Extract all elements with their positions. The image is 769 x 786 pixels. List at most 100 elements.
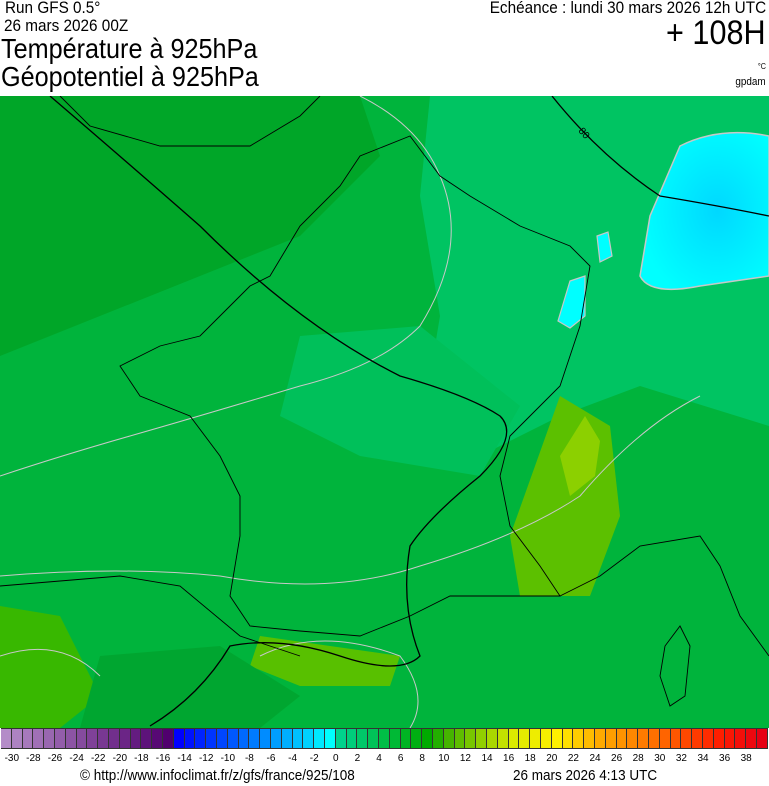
colorbar-cell: [400, 728, 412, 749]
colorbar-tick-label: 12: [459, 753, 471, 764]
colorbar-tick-label: -14: [177, 753, 192, 764]
colorbar-cell: [11, 728, 23, 749]
colorbar-cell: [292, 728, 304, 749]
colorbar-cell: [443, 728, 455, 749]
colorbar-cell: [530, 728, 541, 749]
weather-map: 80: [0, 96, 769, 728]
colorbar-cell: [454, 728, 466, 749]
colorbar-tick-label: 34: [697, 753, 709, 764]
colorbar-cell: [173, 728, 185, 749]
colorbar-cell: [746, 728, 757, 749]
lead-time: + 108H: [666, 14, 766, 52]
colorbar-cell: [44, 728, 55, 749]
colorbar-cell: [713, 728, 725, 749]
colorbar-cell: [227, 728, 239, 749]
colorbar-cell: [76, 728, 88, 749]
italy-coast: [559, 535, 769, 657]
colorbar-cell: [303, 728, 315, 749]
colorbar-cell: [541, 728, 552, 749]
cold-zone-northeast: [639, 131, 769, 291]
colorbar-tick-label: -22: [90, 753, 106, 764]
colorbar-cell: [141, 728, 153, 749]
colorbar-tick-label: 2: [354, 753, 361, 764]
colorbar-cell: [368, 728, 379, 749]
colorbar-cell: [55, 728, 66, 749]
colorbar-cell: [65, 728, 77, 749]
colorbar-tick-label: -8: [244, 753, 254, 764]
cold-zone-small: [596, 231, 613, 263]
colorbar-cell: [724, 728, 736, 749]
colorbar-cell: [735, 728, 747, 749]
colorbar-cell: [249, 728, 261, 749]
colorbar-cell: [433, 728, 444, 749]
colorbar-cell: [130, 728, 142, 749]
map-title-geopotential: Géopotentiel à 925hPa: [1, 61, 259, 92]
colorbar-cell: [389, 728, 401, 749]
generation-time: 26 mars 2026 4:13 UTC: [513, 767, 658, 784]
colorbar-tick-label: 0: [333, 753, 339, 764]
colorbar-tick-label: -10: [220, 753, 236, 764]
colorbar-cell: [649, 728, 660, 749]
colorbar-tick-label: 28: [632, 753, 644, 764]
colorbar-tick-label: 30: [654, 753, 666, 764]
colorbar-tick-label: 6: [397, 753, 404, 764]
cold-zone-vosges: [557, 275, 586, 329]
colorbar-cell: [638, 728, 649, 749]
colorbar-tick-label: -2: [309, 753, 319, 764]
copyright-url[interactable]: © http://www.infoclimat.fr/z/gfs/france/…: [80, 767, 355, 784]
colorbar-cell: [281, 728, 293, 749]
colorbar-cell: [584, 728, 595, 749]
colorbar-cell: [379, 728, 390, 749]
colorbar-cell: [692, 728, 703, 749]
geopotential-contours: [49, 96, 769, 727]
colorbar-cell: [325, 728, 336, 749]
colorbar-tick-label: -16: [155, 753, 171, 764]
colorbar-tick-label: 14: [481, 753, 493, 764]
colorbar-cell: [314, 728, 325, 749]
colorbar-cell: [184, 728, 196, 749]
colorbar-tick-label: -26: [47, 753, 63, 764]
colorbar-tick-label: 26: [611, 753, 623, 764]
warm-zone-alps: [560, 416, 600, 496]
colorbar-tick-label: 16: [503, 753, 515, 764]
forecast-valid-time: Echéance : lundi 30 mars 2026 12h UTC: [489, 0, 766, 17]
corsica-outline: [659, 625, 691, 707]
colorbar-cell: [422, 728, 433, 749]
colorbar-cell: [757, 728, 768, 749]
colorbar-tick-label: -24: [69, 753, 84, 764]
temperature-colorbar: [0, 728, 769, 750]
colorbar-cell: [152, 728, 163, 749]
colorbar-cell: [487, 728, 498, 749]
unit-geopotential: gpdam: [735, 76, 766, 88]
colorbar-tick-label: -30: [4, 753, 20, 764]
colorbar-cell: [551, 728, 563, 749]
colorbar-tick-label: -4: [288, 753, 298, 764]
spain-coast: [0, 575, 301, 657]
country-borders: [0, 96, 769, 707]
colorbar-cell: [573, 728, 585, 749]
colorbar-cell: [119, 728, 131, 749]
run-date: 26 mars 2026 00Z: [4, 16, 129, 35]
colorbar-cell: [508, 728, 520, 749]
colorbar-tick-label: -18: [134, 753, 149, 764]
colorbar-cell: [562, 728, 574, 749]
colorbar-cell: [33, 728, 45, 749]
colorbar-cell: [109, 728, 120, 749]
colorbar-cell: [217, 728, 228, 749]
map-title-temperature: Température à 925hPa: [1, 33, 258, 64]
colorbar-tick-label: 18: [524, 753, 536, 764]
uk-coast: [59, 96, 321, 147]
warm-anomaly-dark-north: [0, 96, 380, 356]
colorbar-cell: [605, 728, 617, 749]
colorbar-tick-label: -28: [26, 753, 41, 764]
colorbar-tick-label: 32: [675, 753, 687, 764]
colorbar-tick-label: -6: [266, 753, 276, 764]
colorbar-tick-label: -20: [112, 753, 128, 764]
colorbar-cell: [98, 728, 109, 749]
colorbar-cell: [476, 728, 487, 749]
colorbar-cell: [670, 728, 682, 749]
colorbar-cell: [1, 728, 12, 749]
warm-zone-iberia: [0, 606, 100, 728]
colorbar-tick-label: 20: [546, 753, 558, 764]
colorbar-cell: [681, 728, 693, 749]
